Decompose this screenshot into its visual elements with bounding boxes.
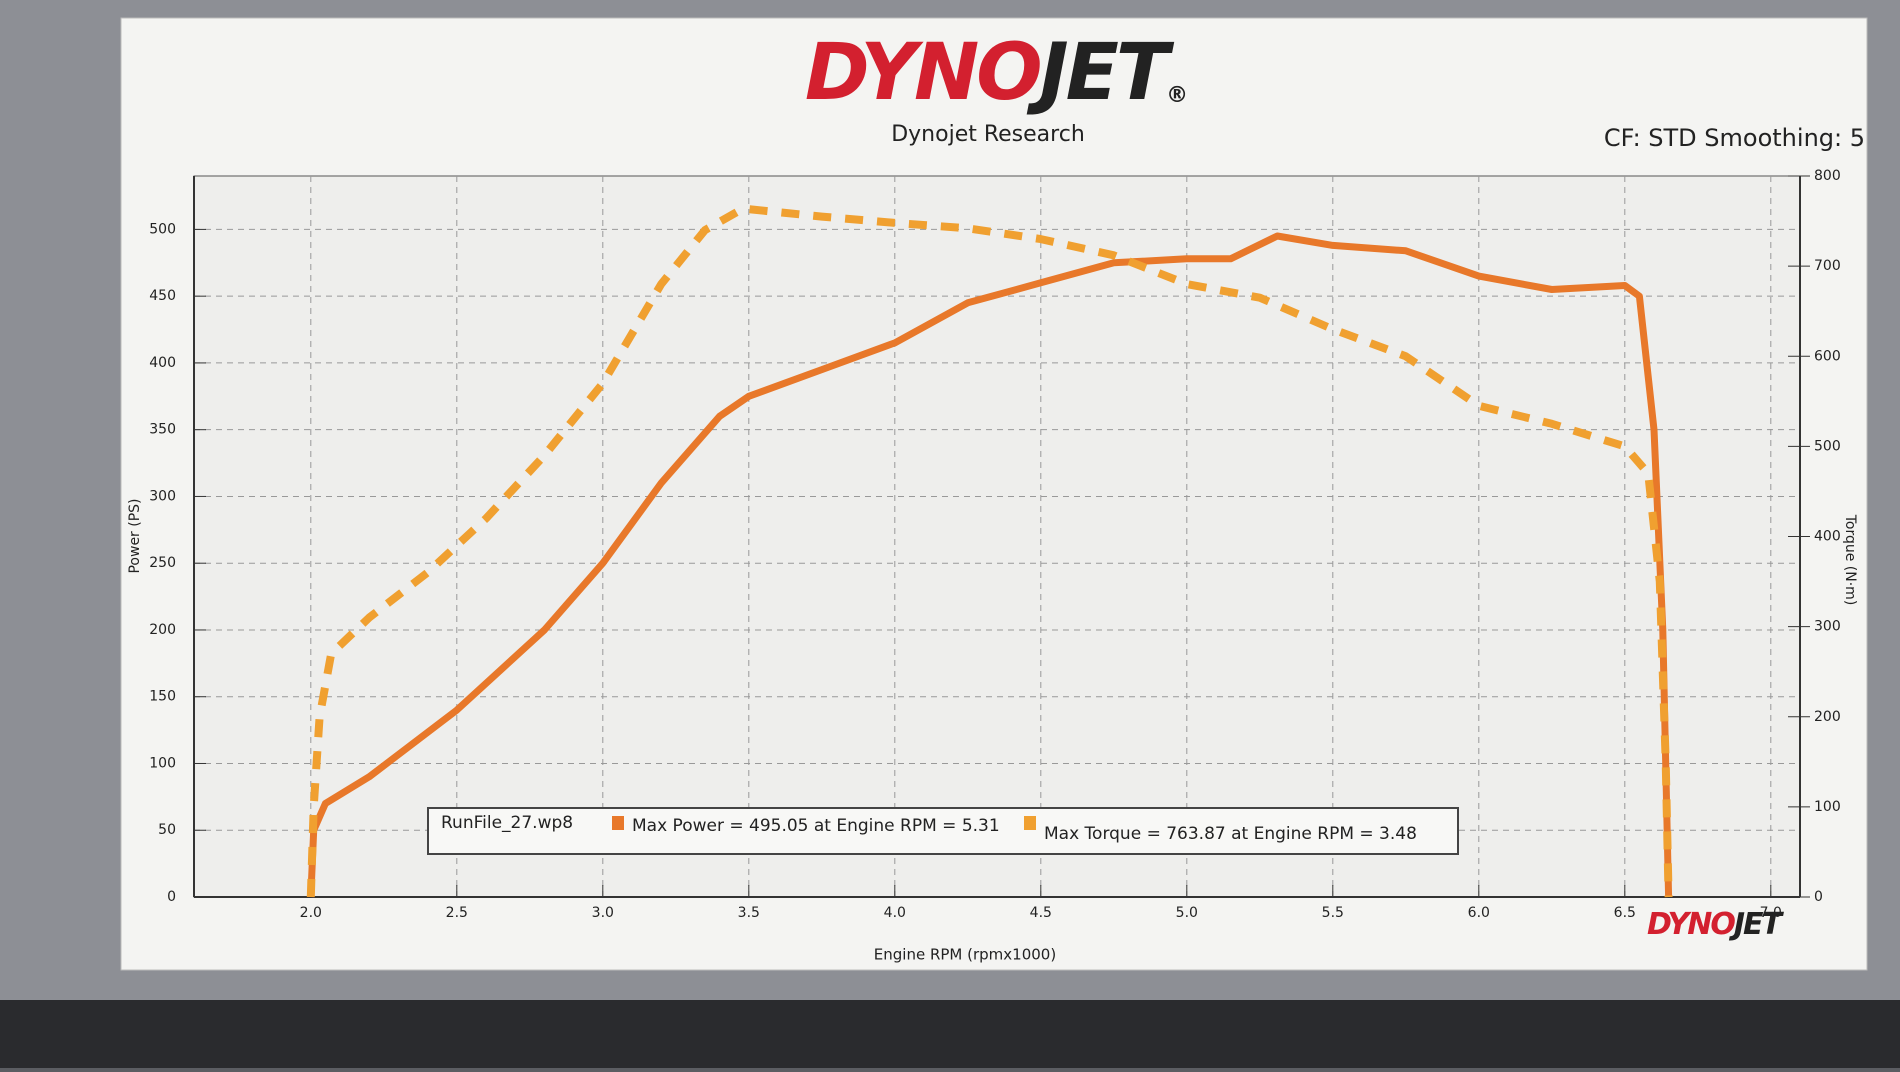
y-tick-label: 400 xyxy=(149,355,176,371)
brand-red: DYNO xyxy=(1647,907,1735,942)
x-tick-label: 3.5 xyxy=(738,905,760,921)
x-tick-label: 2.0 xyxy=(300,905,322,921)
y-tick-label: 150 xyxy=(149,689,176,705)
legend-swatch xyxy=(612,816,624,830)
legend-title: RunFile_27.wp8 xyxy=(441,813,573,833)
y-tick-label: 100 xyxy=(149,755,176,771)
plot-area xyxy=(193,175,1801,898)
x-tick-label: 5.0 xyxy=(1176,905,1198,921)
legend-box xyxy=(427,807,1459,855)
y-tick-label: 350 xyxy=(149,422,176,438)
y2-tick-label: 700 xyxy=(1814,258,1841,274)
y2-tick-label: 500 xyxy=(1814,438,1841,454)
series-line xyxy=(307,232,1673,898)
x-axis-label: Engine RPM (rpmx1000) xyxy=(874,946,1056,964)
brand-watermark: DYNOJET xyxy=(1647,907,1785,942)
x-tick-label: 7.0 xyxy=(1760,905,1782,921)
x-tick-label: 4.5 xyxy=(1030,905,1052,921)
chart-title: Dynojet Research xyxy=(891,122,1085,147)
y-axis-label: Power (PS) xyxy=(127,498,143,573)
screen-edge xyxy=(0,1000,1900,1068)
chart-subtitle: CF: STD Smoothing: 5 xyxy=(1604,124,1865,152)
series-line xyxy=(306,204,1673,898)
y-tick-label: 0 xyxy=(167,889,176,905)
x-tick-label: 5.5 xyxy=(1322,905,1344,921)
y-tick-label: 200 xyxy=(149,622,176,638)
y-tick-label: 500 xyxy=(149,221,176,237)
y2-tick-label: 600 xyxy=(1814,348,1841,364)
y-tick-label: 300 xyxy=(149,488,176,504)
y2-tick-label: 800 xyxy=(1814,168,1841,184)
y2-tick-label: 200 xyxy=(1814,709,1841,725)
brand-red: DYNO xyxy=(805,28,1040,118)
brand-mark: ® xyxy=(1166,83,1185,108)
x-tick-label: 4.0 xyxy=(884,905,906,921)
legend-swatch xyxy=(1024,816,1036,830)
x-tick-label: 3.0 xyxy=(592,905,614,921)
y2-tick-label: 100 xyxy=(1814,799,1841,815)
brand-black: JET xyxy=(1729,907,1785,942)
legend-label: Max Torque = 763.87 at Engine RPM = 3.48 xyxy=(1044,824,1417,844)
y2-tick-label: 0 xyxy=(1814,889,1823,905)
brand-black: JET xyxy=(1027,28,1175,118)
brand-logo: DYNOJET® xyxy=(805,28,1185,118)
y-tick-label: 250 xyxy=(149,555,176,571)
y2-tick-label: 400 xyxy=(1814,529,1841,545)
y2-tick-label: 300 xyxy=(1814,619,1841,635)
y2-axis-label: Torque (N·m) xyxy=(1842,514,1858,606)
x-tick-label: 6.0 xyxy=(1468,905,1490,921)
y-tick-label: 450 xyxy=(149,288,176,304)
legend: RunFile_27.wp8 Max Power = 495.05 at Eng… xyxy=(427,807,1459,855)
y-tick-label: 50 xyxy=(158,822,176,838)
x-tick-label: 6.5 xyxy=(1614,905,1636,921)
legend-label: Max Power = 495.05 at Engine RPM = 5.31 xyxy=(632,816,1000,836)
x-tick-label: 2.5 xyxy=(446,905,468,921)
